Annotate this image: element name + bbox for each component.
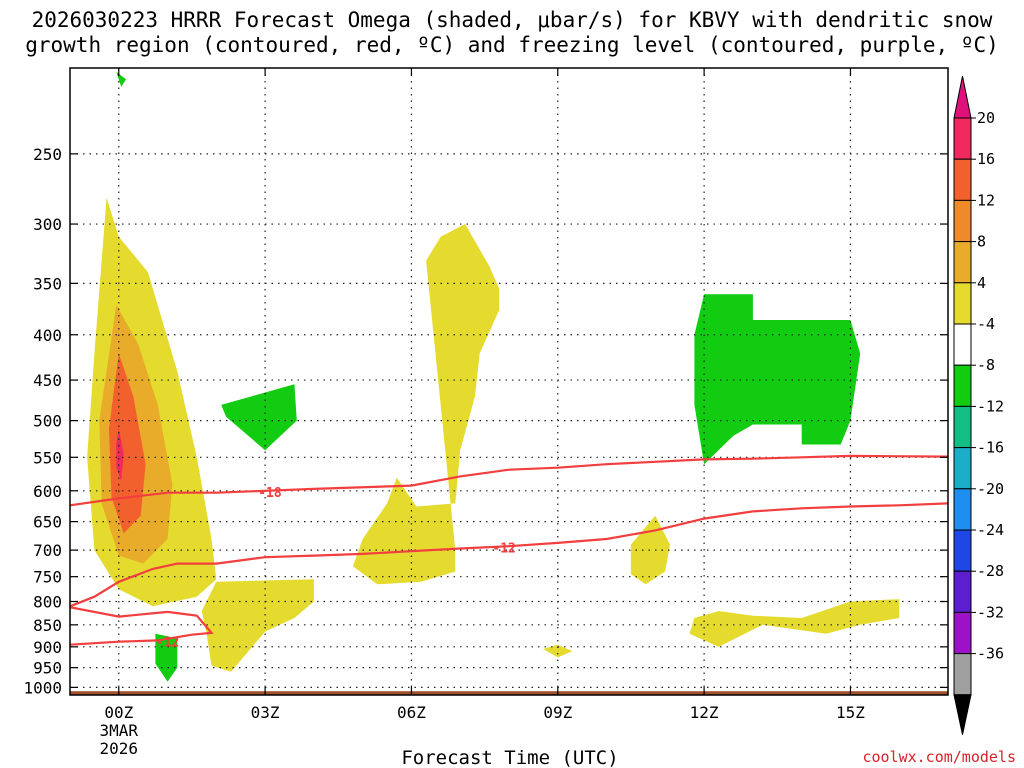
colorbar-bin-1 bbox=[953, 158, 972, 201]
y-tick-label-400: 400 bbox=[33, 326, 62, 345]
y-tick-label-300: 300 bbox=[33, 215, 62, 234]
y-tick-label-550: 550 bbox=[33, 448, 62, 467]
surface-terrain-band bbox=[70, 691, 948, 695]
colorbar-bin-8 bbox=[953, 447, 972, 490]
x-tick-label-12Z: 12Z bbox=[690, 703, 719, 722]
credit-link[interactable]: coolwx.com/models bbox=[862, 748, 1016, 766]
y-tick-label-900: 900 bbox=[33, 638, 62, 657]
colorbar-label-2: 12 bbox=[977, 191, 995, 209]
omega-region-12 bbox=[694, 294, 861, 465]
surface-band bbox=[70, 691, 948, 695]
y-tick-label-500: 500 bbox=[33, 412, 62, 431]
chart-title: 2026030223 HRRR Forecast Omega (shaded, … bbox=[25, 8, 999, 57]
contour-label-0: -18 bbox=[258, 486, 282, 501]
omega-region-10 bbox=[155, 633, 178, 682]
omega-shading bbox=[87, 71, 900, 682]
colorbar-label-9: -20 bbox=[977, 480, 1004, 498]
colorbar-label-3: 8 bbox=[977, 233, 986, 251]
x-tick-sublabel-2026: 2026 bbox=[100, 739, 139, 758]
y-tick-label-750: 750 bbox=[33, 568, 62, 587]
x-tick-label-06Z: 06Z bbox=[397, 703, 426, 722]
y-tick-label-800: 800 bbox=[33, 593, 62, 612]
x-tick-label-09Z: 09Z bbox=[543, 703, 572, 722]
colorbar-label-4: 4 bbox=[977, 274, 986, 292]
colorbar-bin-6 bbox=[953, 364, 972, 407]
omega-region-2 bbox=[109, 353, 146, 534]
colorbar-label-0: 20 bbox=[977, 109, 995, 127]
colorbar-bin-7 bbox=[953, 405, 972, 449]
colorbar-label-5: -4 bbox=[977, 315, 995, 333]
omega-region-11 bbox=[116, 71, 127, 87]
y-tick-label-250: 250 bbox=[33, 145, 62, 164]
pressure-axis: 250 300 350 400 450 500 550 600 650 700 750 800 850 9… bbox=[23, 145, 948, 697]
omega-region-6 bbox=[630, 515, 670, 585]
plot-frame bbox=[69, 67, 949, 696]
colorbar-label-8: -16 bbox=[977, 439, 1004, 457]
omega-region-4 bbox=[201, 579, 314, 672]
colorbar-bin-10 bbox=[953, 529, 972, 572]
colorbar-label-7: -12 bbox=[977, 397, 1004, 415]
omega-region-9 bbox=[221, 384, 297, 451]
omega-region-7 bbox=[543, 644, 573, 658]
y-tick-label-350: 350 bbox=[33, 274, 62, 293]
omega-colorbar: 20 16 12 8 4 -4 -8 -12 -16 -20 -24 -28 -32 -36 bbox=[953, 75, 1004, 735]
x-tick-label-03Z: 03Z bbox=[251, 703, 280, 722]
colorbar-bin-13 bbox=[953, 653, 972, 696]
contour-label-1: -12 bbox=[492, 541, 515, 556]
colorbar-label-11: -28 bbox=[977, 562, 1004, 580]
dendritic-contour-2 bbox=[70, 606, 214, 646]
colorbar-bin-5 bbox=[953, 323, 972, 366]
y-tick-label-450: 450 bbox=[33, 371, 62, 390]
colorbar-bin-9 bbox=[953, 488, 972, 531]
colorbar-bin-3 bbox=[953, 241, 972, 284]
colorbar-bin-4 bbox=[953, 282, 972, 325]
x-axis-label: Forecast Time (UTC) bbox=[401, 747, 618, 768]
omega-region-3 bbox=[116, 428, 124, 481]
y-tick-label-1000: 1000 bbox=[23, 678, 62, 697]
x-tick-label-00Z: 00Z bbox=[104, 703, 133, 722]
dendritic-contours: -18 -12 -12 bbox=[70, 454, 948, 651]
colorbar-label-10: -24 bbox=[977, 521, 1004, 539]
omega-region-8 bbox=[689, 599, 900, 647]
y-tick-label-650: 650 bbox=[33, 513, 62, 532]
y-tick-label-600: 600 bbox=[33, 482, 62, 501]
dendritic-contour-0 bbox=[70, 454, 948, 507]
y-tick-label-950: 950 bbox=[33, 659, 62, 678]
y-tick-label-850: 850 bbox=[33, 616, 62, 635]
colorbar-top-arrow bbox=[953, 75, 972, 119]
colorbar-label-13: -36 bbox=[977, 645, 1004, 663]
colorbar-bin-0 bbox=[953, 117, 972, 160]
grid-lines bbox=[70, 68, 948, 695]
colorbar-bin-2 bbox=[953, 199, 972, 243]
omega-region-5 bbox=[352, 224, 500, 585]
colorbar-bottom-arrow bbox=[953, 694, 972, 735]
colorbar-bin-12 bbox=[953, 611, 972, 655]
colorbar-label-1: 16 bbox=[977, 150, 995, 168]
x-tick-label-15Z: 15Z bbox=[836, 703, 865, 722]
y-tick-label-700: 700 bbox=[33, 541, 62, 560]
colorbar-label-6: -8 bbox=[977, 356, 995, 374]
colorbar-label-12: -32 bbox=[977, 603, 1004, 621]
x-tick-sublabel-3MAR: 3MAR bbox=[100, 721, 139, 740]
contour-label-2: -12 bbox=[156, 636, 179, 651]
colorbar-bin-11 bbox=[953, 570, 972, 613]
dendritic-contour-1 bbox=[70, 502, 948, 608]
